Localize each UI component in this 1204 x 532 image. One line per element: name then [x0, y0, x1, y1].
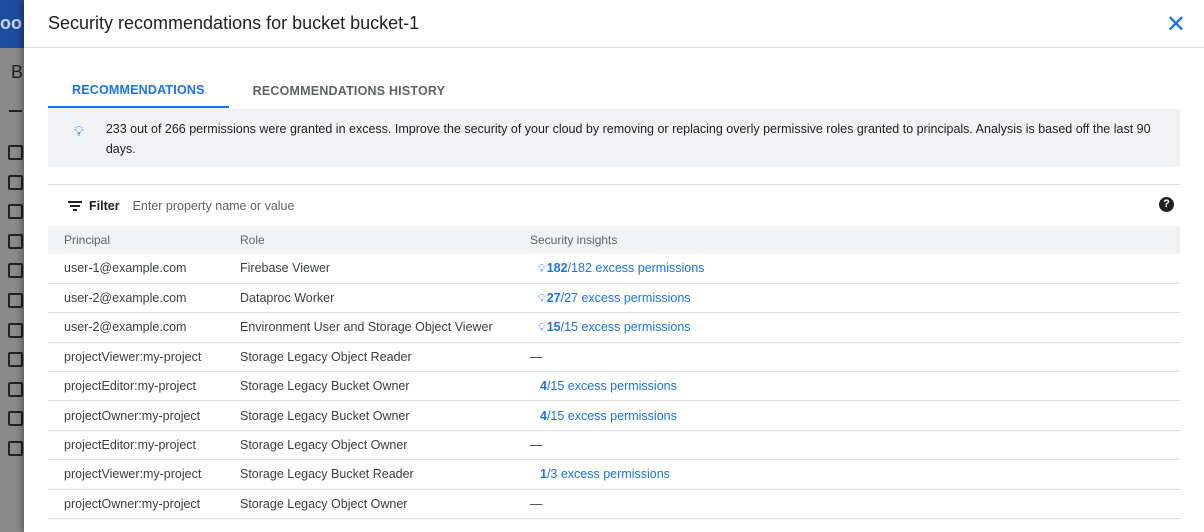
excess-permissions-link[interactable]: 4/15 excess permissions — [540, 379, 677, 394]
column-header-security-insights[interactable]: Security insights — [530, 226, 1180, 254]
lightbulb-icon: 💡︎ — [538, 292, 546, 305]
table-row: user-1@example.com Firebase Viewer 💡︎182/1… — [48, 254, 1180, 284]
filter-icon — [68, 200, 82, 211]
excess-permissions-link[interactable]: 1/3 excess permissions — [540, 467, 670, 482]
excess-permissions-link[interactable]: 💡︎15/15 excess permissions — [538, 319, 691, 334]
tab-bar: RECOMMENDATIONS RECOMMENDATIONS HISTORY — [48, 73, 469, 108]
table-row: projectViewer:my-project Storage Legacy B… — [48, 459, 1180, 490]
insight-cell: 4/15 excess permissions — [530, 371, 1180, 402]
background-checkbox — [8, 233, 23, 249]
column-header-principal[interactable]: Principal — [48, 226, 240, 254]
role-cell: Storage Legacy Bucket Reader — [240, 459, 530, 490]
help-icon[interactable]: ? — [1159, 197, 1174, 212]
table-row: projectViewer:my-project Storage Legacy O… — [48, 342, 1180, 373]
tab-recommendations-history[interactable]: RECOMMENDATIONS HISTORY — [252, 83, 446, 98]
background-checkbox — [8, 263, 23, 279]
role-cell: Storage Legacy Object Reader — [240, 342, 530, 373]
principal-cell: user-2@example.com — [48, 283, 240, 314]
column-header-role[interactable]: Role — [240, 226, 530, 254]
insight-cell: — — [530, 342, 1180, 373]
table-row: projectEditor:my-project Storage Legacy O… — [48, 430, 1180, 461]
background-checkbox — [8, 441, 23, 456]
recommendations-table: Principal Role Security insights user-1@… — [48, 226, 1180, 520]
background-checkbox — [8, 174, 23, 190]
background-filter-icon — [9, 110, 22, 120]
info-banner: 💡︎ 233 out of 266 permissions were grant… — [48, 109, 1180, 167]
background-header: oo — [0, 0, 24, 48]
principal-cell: projectOwner:my-project — [48, 489, 240, 520]
lightbulb-icon: 💡︎ — [74, 123, 84, 139]
principal-cell: projectViewer:my-project — [48, 459, 240, 490]
insight-cell: — — [530, 489, 1180, 520]
excess-permissions-link[interactable]: 💡︎182/182 excess permissions — [538, 260, 705, 275]
panel-header: Security recommendations for bucket buck… — [24, 0, 1204, 48]
background-letter: B — [11, 62, 24, 82]
excess-permissions-link[interactable]: 💡︎27/27 excess permissions — [538, 290, 691, 305]
background-checkbox — [8, 322, 23, 338]
insight-cell: — — [530, 430, 1180, 461]
filter-label: Filter — [89, 198, 120, 213]
background-checkbox — [8, 293, 23, 308]
role-cell: Environment User and Storage Object View… — [240, 312, 530, 343]
table-row: user-2@example.com Environment User and S… — [48, 312, 1180, 343]
security-recommendations-panel: Security recommendations for bucket buck… — [24, 0, 1204, 532]
excess-permissions-link[interactable]: 4/15 excess permissions — [540, 408, 677, 423]
panel-title: Security recommendations for bucket buck… — [48, 13, 420, 33]
banner-text: 233 out of 266 permissions were granted … — [105, 122, 1151, 156]
insight-cell: 💡︎27/27 excess permissions — [530, 283, 1180, 314]
background-checkbox — [8, 145, 23, 160]
background-checkbox — [8, 381, 23, 397]
background-checkbox — [8, 204, 23, 220]
filter-input[interactable]: Enter property name or value — [132, 198, 295, 213]
role-cell: Storage Legacy Bucket Owner — [240, 400, 530, 431]
insight-cell: 💡︎15/15 excess permissions — [530, 312, 1180, 343]
lightbulb-icon: 💡︎ — [538, 262, 546, 275]
filter-bar[interactable]: Filter Enter property name or value ? — [48, 184, 1180, 226]
background-checkbox — [8, 411, 23, 427]
tab-recommendations[interactable]: RECOMMENDATIONS — [48, 73, 229, 108]
table-row: projectOwner:my-project Storage Legacy Ob… — [48, 489, 1180, 520]
insight-cell: 1/3 excess permissions — [530, 459, 1180, 490]
close-icon[interactable]: ✕ — [1165, 11, 1186, 38]
background-checkbox — [8, 352, 23, 368]
principal-cell: projectEditor:my-project — [48, 371, 240, 402]
principal-cell: projectViewer:my-project — [48, 342, 240, 373]
table-row: user-2@example.com Dataproc Worker 💡︎27/27… — [48, 283, 1180, 314]
lightbulb-icon: 💡︎ — [538, 321, 546, 334]
principal-cell: projectOwner:my-project — [48, 400, 240, 431]
role-cell: Storage Legacy Bucket Owner — [240, 371, 530, 402]
role-cell: Firebase Viewer — [240, 254, 530, 284]
insight-cell: 💡︎182/182 excess permissions — [530, 254, 1180, 284]
table-row: projectEditor:my-project Storage Legacy B… — [48, 371, 1180, 402]
principal-cell: user-2@example.com — [48, 312, 240, 343]
principal-cell: projectEditor:my-project — [48, 430, 240, 461]
role-cell: Storage Legacy Object Owner — [240, 489, 530, 520]
role-cell: Dataproc Worker — [240, 283, 530, 314]
role-cell: Storage Legacy Object Owner — [240, 430, 530, 461]
background-page: oo B — [0, 0, 24, 532]
principal-cell: user-1@example.com — [48, 254, 240, 284]
table-row: projectOwner:my-project Storage Legacy Bu… — [48, 400, 1180, 431]
insight-cell: 4/15 excess permissions — [530, 400, 1180, 431]
